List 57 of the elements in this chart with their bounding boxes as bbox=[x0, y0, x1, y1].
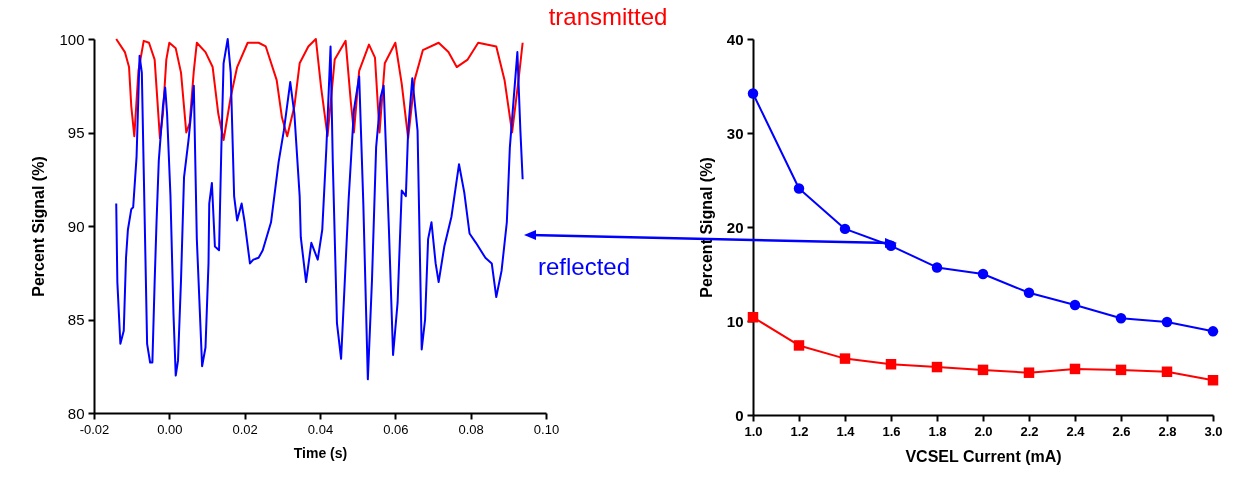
y-axis-title: Percent Signal (%) bbox=[30, 156, 48, 297]
point bbox=[839, 223, 851, 235]
point bbox=[1207, 326, 1219, 337]
y-tick-label: 10 bbox=[726, 312, 744, 330]
x-tick-label: 0.04 bbox=[307, 421, 334, 437]
x-tick-label: 1.2 bbox=[790, 423, 809, 439]
y-tick-label: 85 bbox=[67, 311, 85, 328]
x-tick-label: 1.0 bbox=[744, 423, 763, 439]
point bbox=[793, 340, 805, 351]
point bbox=[1023, 367, 1035, 378]
x-tick-label: 2.0 bbox=[974, 423, 993, 439]
point bbox=[839, 353, 851, 364]
y-tick-label: 95 bbox=[67, 124, 85, 141]
point bbox=[747, 88, 759, 99]
y-tick-label: 40 bbox=[726, 30, 744, 48]
point bbox=[1023, 287, 1035, 299]
legend-label: reflected bbox=[537, 253, 631, 280]
point bbox=[747, 312, 759, 323]
x-tick-label: 2.2 bbox=[1020, 423, 1039, 439]
x-tick-label: 0.00 bbox=[157, 421, 183, 437]
y-tick-label: 80 bbox=[67, 404, 85, 422]
point bbox=[793, 183, 805, 194]
x-tick-label: 2.6 bbox=[1112, 423, 1131, 439]
y-tick-label: 90 bbox=[67, 217, 85, 235]
point bbox=[1115, 312, 1127, 324]
y-tick-label: 0 bbox=[735, 406, 744, 424]
x-tick-label: 0.06 bbox=[383, 421, 409, 437]
x-tick-label: 2.8 bbox=[1158, 423, 1177, 439]
point bbox=[931, 262, 943, 273]
point bbox=[977, 364, 989, 376]
x-tick-label: 2.4 bbox=[1066, 423, 1086, 439]
x-tick-label: 3.0 bbox=[1204, 423, 1223, 439]
y-tick-label: 100 bbox=[59, 30, 85, 48]
point bbox=[1069, 363, 1081, 375]
x-tick-label: -0.02 bbox=[79, 421, 110, 437]
x-axis-title: VCSEL Current (mA) bbox=[905, 447, 1062, 465]
point bbox=[1115, 364, 1127, 376]
point bbox=[1207, 374, 1219, 386]
point bbox=[1069, 299, 1081, 311]
y-tick-label: 20 bbox=[726, 218, 744, 236]
series-label: transmitted bbox=[548, 3, 668, 30]
x-tick-label: 0.08 bbox=[458, 421, 484, 437]
y-axis-title: Percent Signal (%) bbox=[697, 157, 715, 298]
point bbox=[1161, 316, 1173, 328]
x-tick-label: 0.02 bbox=[232, 421, 258, 437]
x-tick-label: 1.6 bbox=[882, 423, 901, 439]
line-series bbox=[115, 38, 524, 381]
point bbox=[931, 361, 943, 373]
x-tick-label: 0.10 bbox=[533, 421, 560, 437]
x-axis-title: Time (s) bbox=[293, 444, 348, 461]
point bbox=[885, 359, 897, 370]
x-tick-label: 1.8 bbox=[928, 423, 947, 439]
line-series bbox=[115, 38, 524, 141]
x-tick-label: 1.4 bbox=[836, 423, 856, 439]
point bbox=[977, 268, 989, 280]
y-tick-label: 30 bbox=[726, 124, 744, 142]
point bbox=[1161, 366, 1173, 377]
